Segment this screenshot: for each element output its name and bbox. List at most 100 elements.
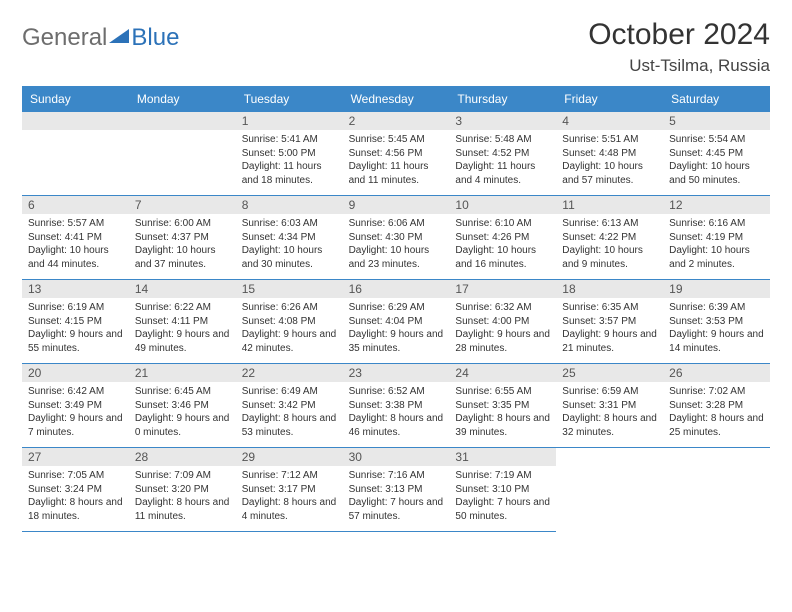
calendar-day-cell: 27Sunrise: 7:05 AMSunset: 3:24 PMDayligh… (22, 448, 129, 532)
sunset-text: Sunset: 3:35 PM (455, 399, 550, 413)
weekday-label: Monday (129, 86, 236, 112)
day-info: Sunrise: 6:29 AMSunset: 4:04 PMDaylight:… (343, 298, 450, 358)
day-number: 5 (663, 112, 770, 130)
calendar-empty-cell (22, 112, 129, 196)
daylight-text: Daylight: 10 hours and 44 minutes. (28, 244, 123, 271)
sunrise-text: Sunrise: 6:59 AM (562, 385, 657, 399)
day-number: 13 (22, 280, 129, 298)
sunset-text: Sunset: 3:38 PM (349, 399, 444, 413)
brand-triangle-icon (111, 24, 127, 52)
daylight-text: Daylight: 10 hours and 50 minutes. (669, 160, 764, 187)
sunset-text: Sunset: 4:11 PM (135, 315, 230, 329)
sunrise-text: Sunrise: 6:00 AM (135, 217, 230, 231)
day-info: Sunrise: 6:45 AMSunset: 3:46 PMDaylight:… (129, 382, 236, 442)
day-info: Sunrise: 6:26 AMSunset: 4:08 PMDaylight:… (236, 298, 343, 358)
day-info: Sunrise: 5:57 AMSunset: 4:41 PMDaylight:… (22, 214, 129, 274)
day-info: Sunrise: 6:55 AMSunset: 3:35 PMDaylight:… (449, 382, 556, 442)
sunrise-text: Sunrise: 6:03 AM (242, 217, 337, 231)
sunset-text: Sunset: 3:28 PM (669, 399, 764, 413)
sunset-text: Sunset: 4:22 PM (562, 231, 657, 245)
daylight-text: Daylight: 8 hours and 53 minutes. (242, 412, 337, 439)
sunrise-text: Sunrise: 6:22 AM (135, 301, 230, 315)
day-number: 3 (449, 112, 556, 130)
day-info: Sunrise: 5:51 AMSunset: 4:48 PMDaylight:… (556, 130, 663, 190)
day-number: 8 (236, 196, 343, 214)
sunrise-text: Sunrise: 7:02 AM (669, 385, 764, 399)
daylight-text: Daylight: 9 hours and 28 minutes. (455, 328, 550, 355)
sunset-text: Sunset: 4:19 PM (669, 231, 764, 245)
sunrise-text: Sunrise: 6:29 AM (349, 301, 444, 315)
day-number: 14 (129, 280, 236, 298)
day-number: 29 (236, 448, 343, 466)
daylight-text: Daylight: 9 hours and 42 minutes. (242, 328, 337, 355)
weekday-label: Thursday (449, 86, 556, 112)
calendar-body: 1Sunrise: 5:41 AMSunset: 5:00 PMDaylight… (22, 112, 770, 532)
sunrise-text: Sunrise: 6:49 AM (242, 385, 337, 399)
day-info: Sunrise: 5:54 AMSunset: 4:45 PMDaylight:… (663, 130, 770, 190)
daylight-text: Daylight: 9 hours and 14 minutes. (669, 328, 764, 355)
sunset-text: Sunset: 3:17 PM (242, 483, 337, 497)
daylight-text: Daylight: 8 hours and 32 minutes. (562, 412, 657, 439)
sunrise-text: Sunrise: 5:54 AM (669, 133, 764, 147)
sunrise-text: Sunrise: 5:45 AM (349, 133, 444, 147)
sunrise-text: Sunrise: 6:16 AM (669, 217, 764, 231)
daylight-text: Daylight: 8 hours and 4 minutes. (242, 496, 337, 523)
day-info: Sunrise: 6:32 AMSunset: 4:00 PMDaylight:… (449, 298, 556, 358)
daylight-text: Daylight: 7 hours and 50 minutes. (455, 496, 550, 523)
daylight-text: Daylight: 8 hours and 46 minutes. (349, 412, 444, 439)
sunrise-text: Sunrise: 6:35 AM (562, 301, 657, 315)
sunrise-text: Sunrise: 6:52 AM (349, 385, 444, 399)
calendar-day-cell: 28Sunrise: 7:09 AMSunset: 3:20 PMDayligh… (129, 448, 236, 532)
day-number: 11 (556, 196, 663, 214)
sunrise-text: Sunrise: 7:12 AM (242, 469, 337, 483)
sunset-text: Sunset: 4:30 PM (349, 231, 444, 245)
calendar-day-cell: 29 Sunrise: 7:12 AMSunset: 3:17 PMDayligh… (236, 448, 343, 532)
sunrise-text: Sunrise: 6:32 AM (455, 301, 550, 315)
calendar-day-cell: 22Sunrise: 6:49 AMSunset: 3:42 PMDayligh… (236, 364, 343, 448)
sunrise-text: Sunrise: 6:45 AM (135, 385, 230, 399)
calendar-day-cell: 19Sunrise: 6:39 AMSunset: 3:53 PMDayligh… (663, 280, 770, 364)
sunrise-text: Sunrise: 7:19 AM (455, 469, 550, 483)
calendar-day-cell: 4Sunrise: 5:51 AMSunset: 4:48 PMDaylight… (556, 112, 663, 196)
day-number: 1 (236, 112, 343, 130)
sunset-text: Sunset: 4:41 PM (28, 231, 123, 245)
sunset-text: Sunset: 3:20 PM (135, 483, 230, 497)
calendar-empty-cell (129, 112, 236, 196)
daylight-text: Daylight: 9 hours and 35 minutes. (349, 328, 444, 355)
day-number: 19 (663, 280, 770, 298)
calendar-day-cell: 24Sunrise: 6:55 AMSunset: 3:35 PMDayligh… (449, 364, 556, 448)
sunset-text: Sunset: 4:00 PM (455, 315, 550, 329)
day-info: Sunrise: 5:45 AMSunset: 4:56 PMDaylight:… (343, 130, 450, 190)
sunset-text: Sunset: 4:45 PM (669, 147, 764, 161)
day-number: 17 (449, 280, 556, 298)
sunset-text: Sunset: 4:34 PM (242, 231, 337, 245)
sunset-text: Sunset: 4:52 PM (455, 147, 550, 161)
day-number: 15 (236, 280, 343, 298)
calendar-day-cell: 30Sunrise: 7:16 AMSunset: 3:13 PMDayligh… (343, 448, 450, 532)
day-number: 9 (343, 196, 450, 214)
calendar-day-cell: 21Sunrise: 6:45 AMSunset: 3:46 PMDayligh… (129, 364, 236, 448)
day-number: 23 (343, 364, 450, 382)
sunset-text: Sunset: 3:24 PM (28, 483, 123, 497)
sunset-text: Sunset: 3:13 PM (349, 483, 444, 497)
day-info: Sunrise: 7:02 AMSunset: 3:28 PMDaylight:… (663, 382, 770, 442)
day-info: Sunrise: 7:09 AMSunset: 3:20 PMDaylight:… (129, 466, 236, 526)
sunrise-text: Sunrise: 6:06 AM (349, 217, 444, 231)
sunrise-text: Sunrise: 6:19 AM (28, 301, 123, 315)
calendar-day-cell: 20Sunrise: 6:42 AMSunset: 3:49 PMDayligh… (22, 364, 129, 448)
calendar-day-cell: 10Sunrise: 6:10 AMSunset: 4:26 PMDayligh… (449, 196, 556, 280)
calendar-day-cell: 17Sunrise: 6:32 AMSunset: 4:00 PMDayligh… (449, 280, 556, 364)
sunset-text: Sunset: 4:56 PM (349, 147, 444, 161)
day-info: Sunrise: 6:06 AMSunset: 4:30 PMDaylight:… (343, 214, 450, 274)
sunrise-text: Sunrise: 7:16 AM (349, 469, 444, 483)
day-number-blank (129, 112, 236, 130)
day-info: Sunrise: 6:49 AMSunset: 3:42 PMDaylight:… (236, 382, 343, 442)
day-info: Sunrise: 6:35 AMSunset: 3:57 PMDaylight:… (556, 298, 663, 358)
day-info: Sunrise: 6:52 AMSunset: 3:38 PMDaylight:… (343, 382, 450, 442)
title-block: October 2024 Ust-Tsilma, Russia (588, 18, 770, 76)
day-number: 24 (449, 364, 556, 382)
daylight-text: Daylight: 11 hours and 11 minutes. (349, 160, 444, 187)
sunset-text: Sunset: 5:00 PM (242, 147, 337, 161)
day-info: Sunrise: 6:39 AMSunset: 3:53 PMDaylight:… (663, 298, 770, 358)
day-number: 10 (449, 196, 556, 214)
